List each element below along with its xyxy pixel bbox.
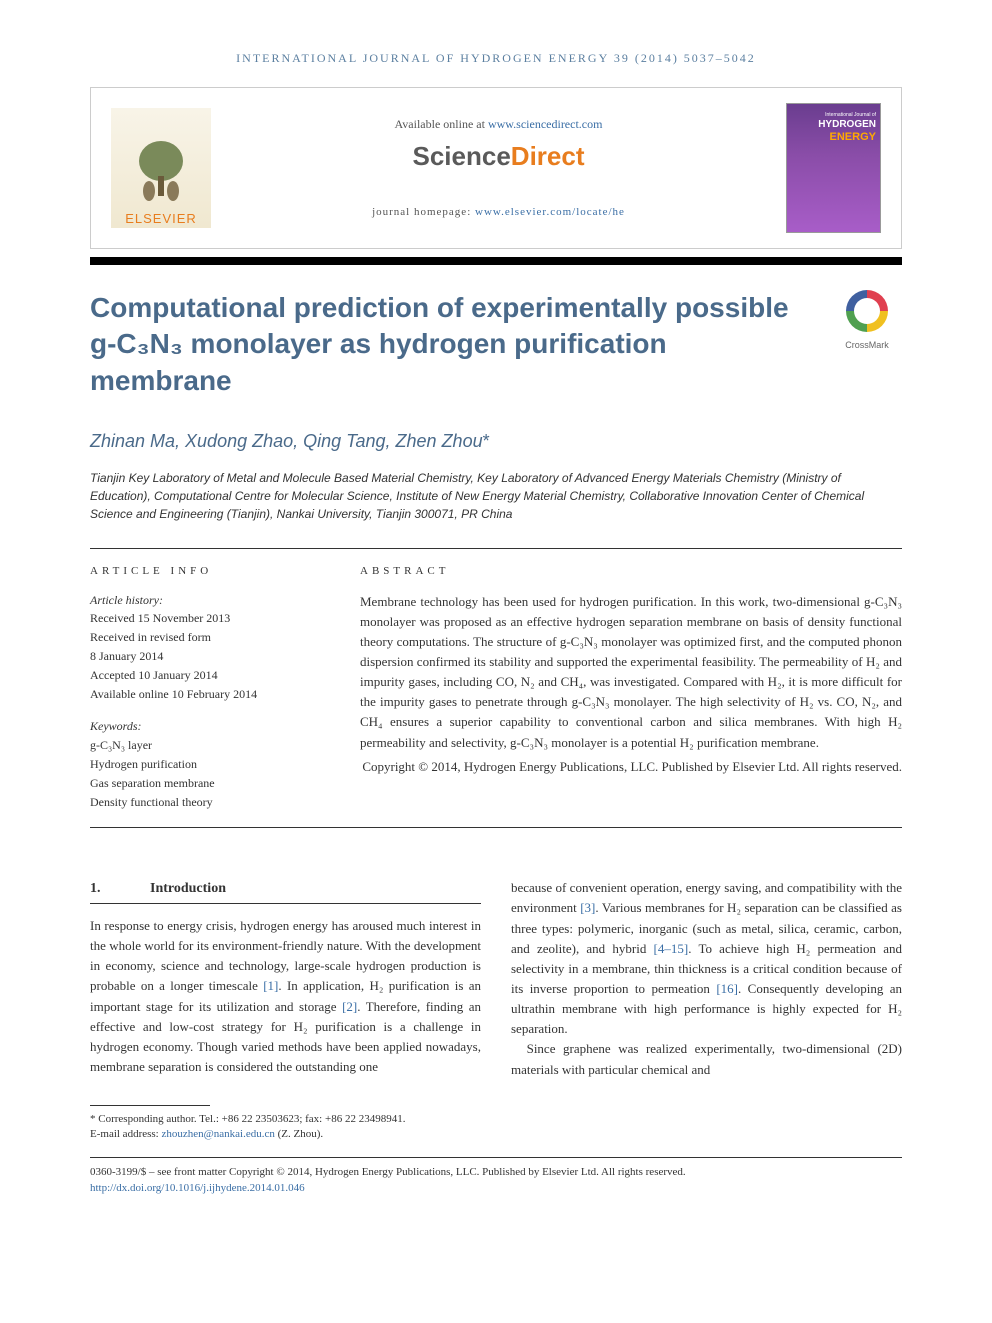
section-number: 1. <box>90 878 150 900</box>
section-title: Introduction <box>150 881 226 896</box>
footnote-rule <box>90 1105 210 1106</box>
email-label: E-mail address: <box>90 1128 161 1140</box>
ref-2[interactable]: [2] <box>342 999 357 1014</box>
keywords-label: Keywords: <box>90 718 320 735</box>
elsevier-logo: ELSEVIER <box>111 108 211 228</box>
article-info-column: ARTICLE INFO Article history: Received 1… <box>90 564 320 812</box>
issn-copyright-line: 0360-3199/$ – see front matter Copyright… <box>90 1164 902 1181</box>
authors-list: Zhinan Ma, Xudong Zhao, Qing Tang, Zhen … <box>90 429 902 454</box>
email-link[interactable]: zhouzhen@nankai.edu.cn <box>161 1128 274 1140</box>
keyword-4: Density functional theory <box>90 794 320 811</box>
available-online-text: Available online at www.sciencedirect.co… <box>211 116 786 133</box>
email-suffix: (Z. Zhou). <box>275 1128 323 1140</box>
authors-names: Zhinan Ma, Xudong Zhao, Qing Tang, Zhen … <box>90 431 483 451</box>
body-column-right: because of convenient operation, energy … <box>511 878 902 1079</box>
doi-link[interactable]: http://dx.doi.org/10.1016/j.ijhydene.201… <box>90 1182 305 1194</box>
received-date: Received 15 November 2013 <box>90 610 320 627</box>
intro-paragraph-left: In response to energy crisis, hydrogen e… <box>90 916 481 1077</box>
journal-cover-thumbnail: International Journal of HYDROGEN ENERGY <box>786 103 881 233</box>
intro-paragraph-2: Since graphene was realized experimental… <box>511 1039 902 1079</box>
article-title: Computational prediction of experimental… <box>90 290 812 399</box>
body-column-left: 1.Introduction In response to energy cri… <box>90 878 481 1079</box>
bottom-copyright-block: 0360-3199/$ – see front matter Copyright… <box>90 1157 902 1197</box>
divider-bottom <box>90 827 902 828</box>
elsevier-brand-text: ELSEVIER <box>125 210 197 228</box>
journal-citation-header: INTERNATIONAL JOURNAL OF HYDROGEN ENERGY… <box>90 50 902 67</box>
abstract-text: Membrane technology has been used for hy… <box>360 592 902 753</box>
ref-16[interactable]: [16] <box>716 981 738 996</box>
history-label: Article history: <box>90 592 320 609</box>
sd-suffix: Direct <box>511 141 585 171</box>
ref-3[interactable]: [3] <box>580 900 595 915</box>
available-prefix: Available online at <box>395 117 488 131</box>
corresponding-author-footnote: * Corresponding author. Tel.: +86 22 235… <box>90 1112 902 1127</box>
affiliation: Tianjin Key Laboratory of Metal and Mole… <box>90 469 902 523</box>
keyword-1: g-C₃N₃ layer <box>90 737 320 754</box>
email-footnote: E-mail address: zhouzhen@nankai.edu.cn (… <box>90 1127 902 1142</box>
sciencedirect-logo: ScienceDirect <box>211 138 786 174</box>
publisher-header-box: ELSEVIER Available online at www.science… <box>90 87 902 249</box>
article-info-heading: ARTICLE INFO <box>90 564 320 579</box>
ref-1[interactable]: [1] <box>263 978 278 993</box>
keyword-3: Gas separation membrane <box>90 775 320 792</box>
elsevier-tree-icon <box>131 136 191 206</box>
info-abstract-row: ARTICLE INFO Article history: Received 1… <box>90 564 902 812</box>
cover-title-energy: ENERGY <box>830 130 876 145</box>
abstract-copyright: Copyright © 2014, Hydrogen Energy Public… <box>360 757 902 777</box>
crossmark-icon <box>846 290 888 332</box>
keyword-2: Hydrogen purification <box>90 756 320 773</box>
sciencedirect-url[interactable]: www.sciencedirect.com <box>488 117 603 131</box>
revised-line2: 8 January 2014 <box>90 648 320 665</box>
intro-paragraph-right: because of convenient operation, energy … <box>511 878 902 1039</box>
divider-top <box>90 548 902 549</box>
online-date: Available online 10 February 2014 <box>90 686 320 703</box>
body-columns: 1.Introduction In response to energy cri… <box>90 878 902 1079</box>
sd-prefix: Science <box>413 141 511 171</box>
journal-homepage: journal homepage: www.elsevier.com/locat… <box>211 205 786 220</box>
section-heading-intro: 1.Introduction <box>90 878 481 904</box>
accepted-date: Accepted 10 January 2014 <box>90 667 320 684</box>
homepage-url[interactable]: www.elsevier.com/locate/he <box>475 206 625 218</box>
title-row: Computational prediction of experimental… <box>90 290 902 429</box>
corresponding-asterisk: * <box>483 431 490 451</box>
ref-4-15[interactable]: [4–15] <box>654 941 689 956</box>
crossmark-badge[interactable]: CrossMark <box>832 290 902 352</box>
header-center: Available online at www.sciencedirect.co… <box>211 116 786 221</box>
abstract-column: ABSTRACT Membrane technology has been us… <box>360 564 902 812</box>
crossmark-label: CrossMark <box>832 339 902 352</box>
homepage-prefix: journal homepage: <box>372 206 475 218</box>
divider-bar <box>90 257 902 265</box>
revised-line1: Received in revised form <box>90 629 320 646</box>
abstract-heading: ABSTRACT <box>360 564 902 579</box>
